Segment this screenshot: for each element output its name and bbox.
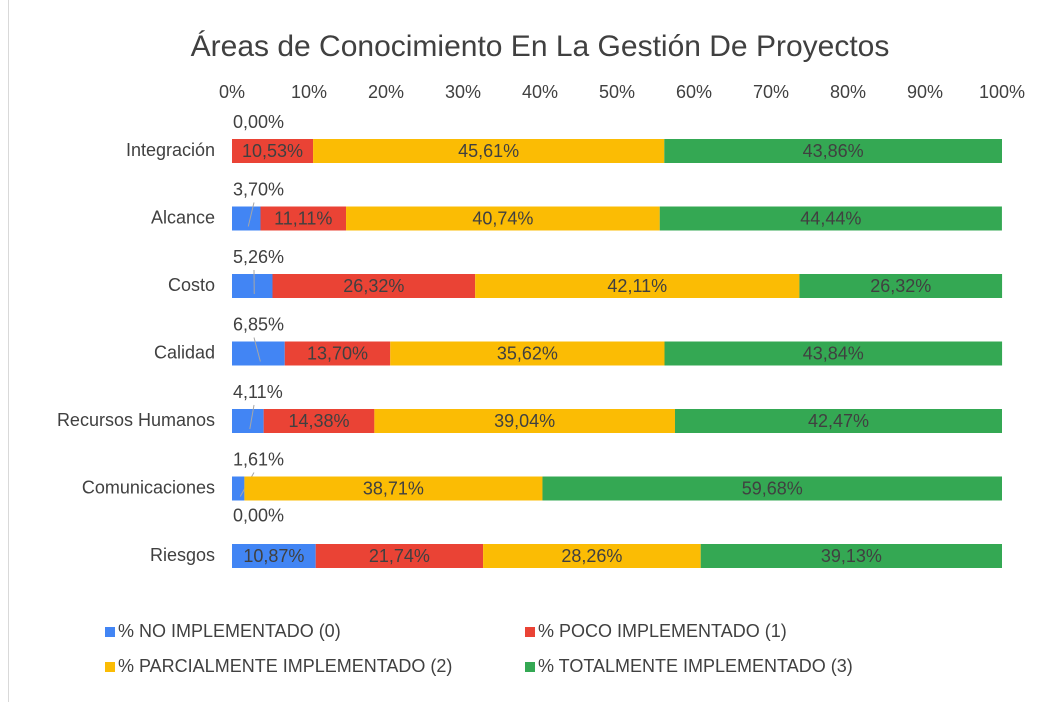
data-label: 43,84% [803, 343, 864, 363]
data-label: 45,61% [458, 141, 519, 161]
bar-segment [260, 206, 347, 231]
bar-segment [263, 409, 375, 433]
x-tick-label: 90% [907, 82, 943, 102]
bar-segment [284, 341, 391, 366]
data-label: 1,61% [233, 449, 284, 469]
y-tick-label: Costo [168, 275, 215, 295]
data-label: 10,87% [243, 546, 304, 566]
data-label: 42,47% [808, 411, 869, 431]
bar-segment [674, 409, 1002, 433]
bar-segment [232, 544, 316, 568]
x-tick-label: 30% [445, 82, 481, 102]
legend-label: % POCO IMPLEMENTADO (1) [538, 621, 787, 641]
data-label: 0,00% [233, 112, 284, 132]
data-label: 11,11% [274, 208, 332, 228]
x-tick-label: 100% [979, 82, 1025, 102]
legend-swatch [525, 627, 535, 637]
y-tick-label: Comunicaciones [82, 477, 215, 497]
data-label: 14,38% [288, 411, 349, 431]
legend-label: % PARCIALMENTE IMPLEMENTADO (2) [118, 656, 452, 676]
bar-segment [475, 274, 800, 298]
data-label: 28,26% [561, 546, 622, 566]
y-tick-label: Riesgos [150, 545, 215, 565]
leader-line [249, 404, 255, 430]
bar-segment [232, 476, 245, 501]
bar-segment [390, 341, 665, 366]
chart-title: Áreas de Conocimiento En La Gestión De P… [191, 30, 890, 63]
data-label: 21,74% [369, 546, 430, 566]
data-label: 5,26% [233, 247, 284, 267]
bar-segment [542, 476, 1002, 501]
data-label: 39,04% [494, 411, 555, 431]
bar-segment [313, 139, 665, 163]
x-tick-label: 20% [368, 82, 404, 102]
bar-segment [700, 544, 1002, 568]
leader-line [247, 202, 255, 227]
bar-segment [374, 409, 675, 433]
data-label: 40,74% [472, 208, 533, 228]
bar-segment [664, 139, 1002, 163]
x-tick-label: 10% [291, 82, 327, 102]
bar-segment [272, 274, 476, 298]
data-label: 26,32% [870, 276, 931, 296]
data-label: 4,11% [233, 382, 283, 402]
data-label: 44,44% [800, 208, 861, 228]
bar-segment [232, 274, 273, 298]
legend-label: % NO IMPLEMENTADO (0) [118, 621, 341, 641]
data-label: 35,62% [497, 343, 558, 363]
y-tick-label: Integración [126, 140, 215, 160]
x-tick-label: 50% [599, 82, 635, 102]
data-label: 39,13% [821, 546, 882, 566]
data-label: 26,32% [343, 276, 404, 296]
legend-swatch [105, 627, 115, 637]
x-tick-label: 70% [753, 82, 789, 102]
data-label: 59,68% [742, 478, 803, 498]
x-tick-label: 0% [219, 82, 245, 102]
y-tick-label: Calidad [154, 342, 215, 362]
y-tick-label: Alcance [151, 207, 215, 227]
bar-segment [232, 206, 261, 231]
y-tick-label: Recursos Humanos [57, 410, 215, 430]
legend-swatch [525, 662, 535, 672]
bar-segment [483, 544, 701, 568]
legend-swatch [105, 662, 115, 672]
bar-segment [232, 409, 264, 433]
data-label: 13,70% [307, 343, 368, 363]
data-label: 38,71% [363, 478, 424, 498]
x-tick-label: 40% [522, 82, 558, 102]
data-label: 42,11% [607, 276, 667, 296]
bar-segment [346, 206, 660, 231]
data-label: 0,00% [233, 505, 284, 525]
data-label: 6,85% [233, 314, 284, 334]
bar-segment [799, 274, 1003, 298]
bar-segment [232, 139, 314, 163]
x-tick-label: 60% [676, 82, 712, 102]
legend-label: % TOTALMENTE IMPLEMENTADO (3) [538, 656, 853, 676]
bar-segment [664, 341, 1003, 366]
leader-line [253, 337, 261, 362]
data-label: 10,53% [242, 141, 303, 161]
data-label: 43,86% [803, 141, 864, 161]
bar-segment [315, 544, 484, 568]
x-tick-label: 80% [830, 82, 866, 102]
bar-segment [244, 476, 543, 501]
bar-segment [659, 206, 1002, 231]
data-label: 3,70% [233, 179, 284, 199]
